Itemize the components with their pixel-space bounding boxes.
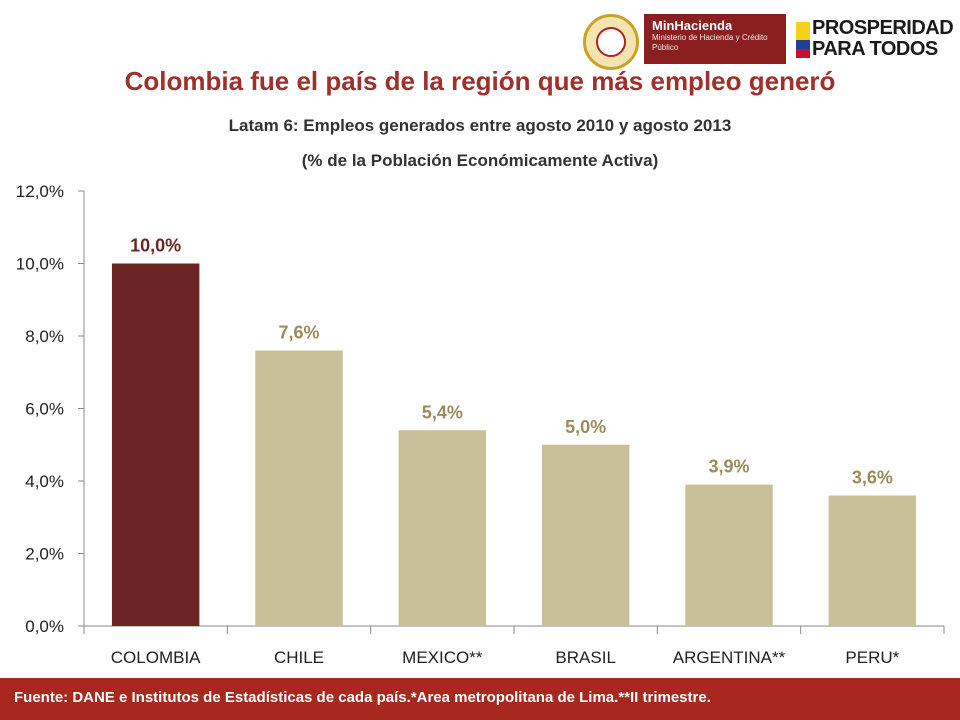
y-tick-label: 10,0% xyxy=(16,255,64,274)
coat-of-arms-icon xyxy=(596,27,626,57)
bar-brasil xyxy=(541,444,630,626)
y-tick-label: 0,0% xyxy=(25,617,64,636)
x-category-label: BRASIL xyxy=(555,648,615,667)
prosperidad-line1: PROSPERIDAD xyxy=(812,17,954,39)
bar-value-label: 5,0% xyxy=(565,417,606,437)
bar-value-label: 7,6% xyxy=(278,323,319,343)
bar-value-label: 3,6% xyxy=(852,468,893,488)
minhacienda-logo: MinHacienda Ministerio de Hacienda y Cré… xyxy=(644,14,786,64)
x-category-label: PERU* xyxy=(845,648,899,667)
bar-argentina xyxy=(685,484,773,626)
y-tick-label: 2,0% xyxy=(25,545,64,564)
source-footer: Fuente: DANE e Institutos de Estadística… xyxy=(0,678,960,720)
x-category-label: CHILE xyxy=(274,648,324,667)
chart-subtitle: (% de la Población Económicamente Activa… xyxy=(301,151,659,170)
minhacienda-name: MinHacienda xyxy=(652,18,733,33)
bar-chart: 0,0% 2,0% 4,0% 6,0% 8,0% 10,0% 12,0% 10,0% COLOM… xyxy=(16,182,945,667)
bar-value-label: 5,4% xyxy=(422,402,463,422)
y-tick-label: 8,0% xyxy=(25,327,64,346)
y-tick-label: 12,0% xyxy=(16,182,64,201)
minhacienda-subtitle: Ministerio de Hacienda y Crédito Público xyxy=(652,33,768,52)
x-category-label: COLOMBIA xyxy=(111,648,201,667)
colombia-flag-icon xyxy=(796,22,810,58)
bar-chile xyxy=(255,350,343,626)
chart-title: Latam 6: Empleos generados entre agosto … xyxy=(228,116,732,135)
bar-peru xyxy=(828,495,917,626)
prosperidad-line2: PARA TODOS xyxy=(812,38,938,60)
page-title: Colombia fue el país de la región que má… xyxy=(124,66,836,96)
x-category-label: MEXICO** xyxy=(402,648,483,667)
republica-colombia-seal-logo xyxy=(583,14,639,70)
bar-mexico xyxy=(398,430,487,626)
x-category-label: ARGENTINA** xyxy=(673,648,786,667)
y-tick-label: 6,0% xyxy=(25,400,64,419)
prosperidad-para-todos-logo: PROSPERIDAD PARA TODOS xyxy=(796,17,954,64)
y-tick-label: 4,0% xyxy=(25,472,64,491)
bar-value-label: 10,0% xyxy=(130,236,181,256)
bar-value-label: 3,9% xyxy=(708,457,749,477)
bar-colombia xyxy=(111,263,200,626)
